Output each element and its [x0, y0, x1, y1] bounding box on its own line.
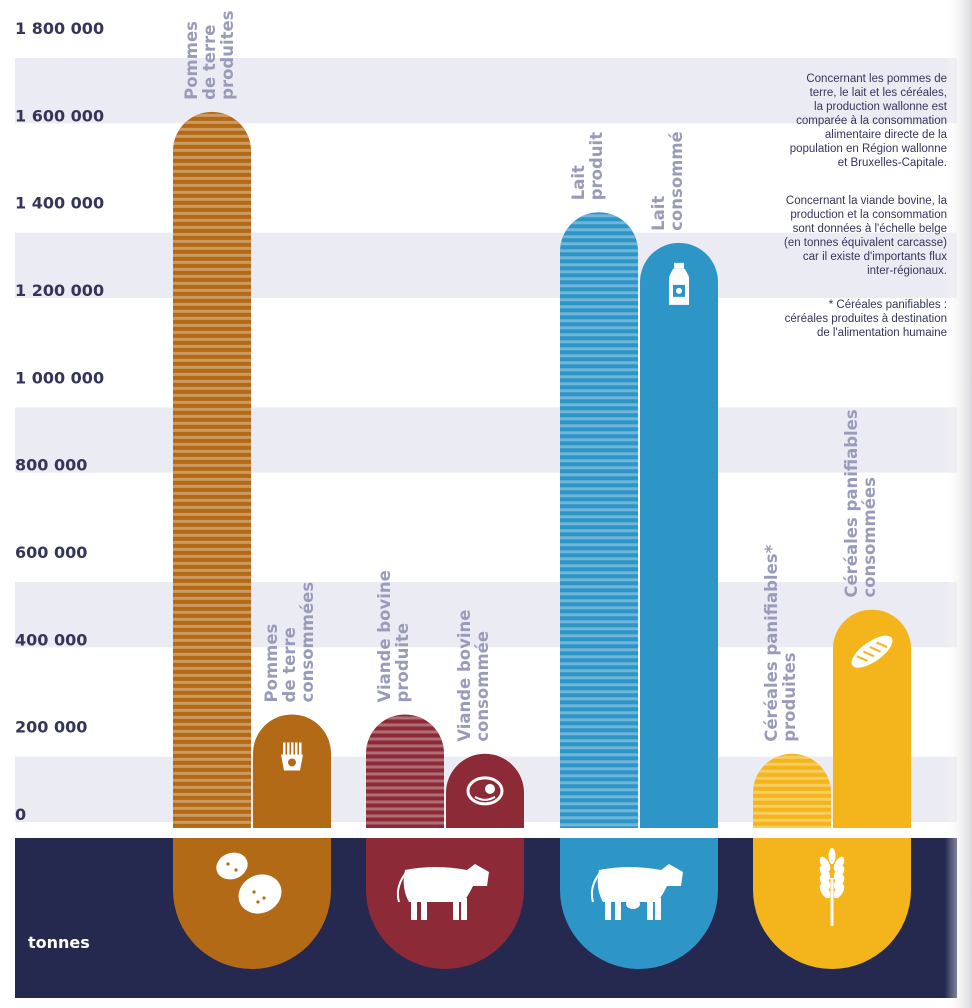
note-line: production et la consommation: [790, 209, 947, 221]
bar-label: Céréales panifiables* produites: [762, 544, 799, 741]
y-tick-label: 1 400 000: [15, 194, 104, 213]
bar-label-line: Céréales panifiables*: [762, 544, 781, 741]
bar-label-line: Céréales panifiables: [842, 409, 861, 598]
bar-cereales-produced: [753, 753, 831, 828]
bar-label: Céréales panifiables consommées: [842, 409, 879, 598]
bar-label-line: produites: [218, 10, 237, 100]
unit-label: tonnes: [28, 933, 90, 952]
bar-pommes-de-terre-produced: [173, 111, 251, 828]
bar-label-line: de terre: [280, 627, 299, 702]
note-line: la production wallonne est: [814, 101, 947, 113]
bar-label-line: Viande bovine: [375, 570, 394, 702]
milk-bottle-icon: [669, 262, 689, 305]
bars: [173, 111, 911, 969]
group-icons: [216, 848, 845, 926]
grid-band: [15, 232, 957, 298]
fries-icon: [281, 742, 303, 771]
note-line: inter-régionaux.: [867, 265, 947, 277]
note-line: Concernant les pommes de: [806, 73, 947, 85]
bar-label-line: Viande bovine: [455, 610, 474, 742]
bread-icon: [851, 635, 893, 668]
bar-label: Viande bovine produite: [375, 570, 412, 702]
note-paragraph: * Céréales panifiables : céréales produit…: [730, 298, 947, 340]
grid-band: [15, 582, 957, 648]
bar-label-line: Lait: [649, 196, 668, 231]
bar-label-line: Pommes: [262, 623, 281, 702]
note-line: car il existe d'importants flux: [802, 251, 947, 263]
potatoes-icon: [216, 852, 282, 914]
note-line: céréales produites à destination: [784, 313, 947, 325]
beef-cow-icon: [396, 864, 489, 920]
bar-label-line: consommée: [473, 631, 492, 742]
bar-label-line: consommé: [667, 131, 686, 231]
bar-label-line: produite: [393, 623, 412, 703]
note-line: Concernant la viande bovine, la: [785, 195, 947, 207]
bar-label-line: de terre: [200, 25, 219, 100]
y-tick-label: 200 000: [15, 718, 87, 737]
bar-label-line: Lait: [569, 165, 588, 200]
y-tick-label: 0: [15, 805, 26, 824]
note-line: de l'alimentation humaine: [816, 327, 947, 339]
bar-label: Viande bovine consommée: [455, 610, 492, 742]
note-line: et Bruxelles-Capitale.: [837, 157, 947, 169]
y-tick-label: 600 000: [15, 543, 87, 562]
page-edge-shadow: [945, 0, 972, 1008]
note-line: alimentaire directe de la: [824, 129, 947, 141]
y-tick-label: 1 800 000: [15, 19, 104, 38]
bar-pommes-de-terre-consumed: [253, 714, 331, 828]
wheat-icon: [819, 848, 845, 926]
bar-label: Lait produit: [569, 132, 606, 200]
note-line: * Céréales panifiables :: [828, 299, 947, 311]
y-tick-label: 400 000: [15, 630, 87, 649]
grid-band: [15, 407, 957, 473]
note-line: sont données à l'échelle belge: [792, 223, 947, 235]
bar-label: Lait consommé: [649, 131, 686, 231]
bar-label: Pommes de terre produites: [182, 10, 237, 100]
bar-viande-bovine-produced: [366, 714, 444, 828]
bar-label-line: produit: [587, 132, 606, 200]
bar-label-line: consommées: [298, 582, 317, 703]
grid-band: [15, 58, 957, 124]
note-line: population en Région wallonne: [789, 143, 947, 155]
bar-label-line: consommées: [860, 477, 879, 598]
bar-label-line: produites: [780, 652, 799, 742]
y-tick-label: 800 000: [15, 456, 87, 475]
bar-label-line: Pommes: [182, 21, 201, 100]
note-line: (en tonnes équivalent carcasse): [783, 237, 947, 249]
bar-lait-produced: [560, 212, 638, 829]
bar-cereales-consumed: [833, 609, 911, 828]
note-paragraph: Concernant la viande bovine, la productio…: [730, 194, 947, 278]
y-tick-label: 1 600 000: [15, 106, 104, 125]
dairy-cow-icon: [590, 864, 683, 920]
note-line: terre, le lait et les céréales,: [809, 87, 947, 99]
bar-viande-bovine-consumed: [446, 753, 524, 828]
bar-label: Pommes de terre consommées: [262, 582, 317, 703]
note-paragraph: Concernant les pommes de terre, le lait e…: [730, 72, 947, 170]
meat-icon: [466, 776, 504, 806]
y-tick-label: 1 000 000: [15, 368, 104, 387]
bar-lait-consumed: [640, 242, 718, 828]
y-axis-ticks: 0 200 000 400 000 600 000 800 000 1 000 000 1 …: [15, 19, 104, 824]
y-tick-label: 1 200 000: [15, 281, 104, 300]
note-line: comparée à la consommation: [796, 115, 947, 127]
